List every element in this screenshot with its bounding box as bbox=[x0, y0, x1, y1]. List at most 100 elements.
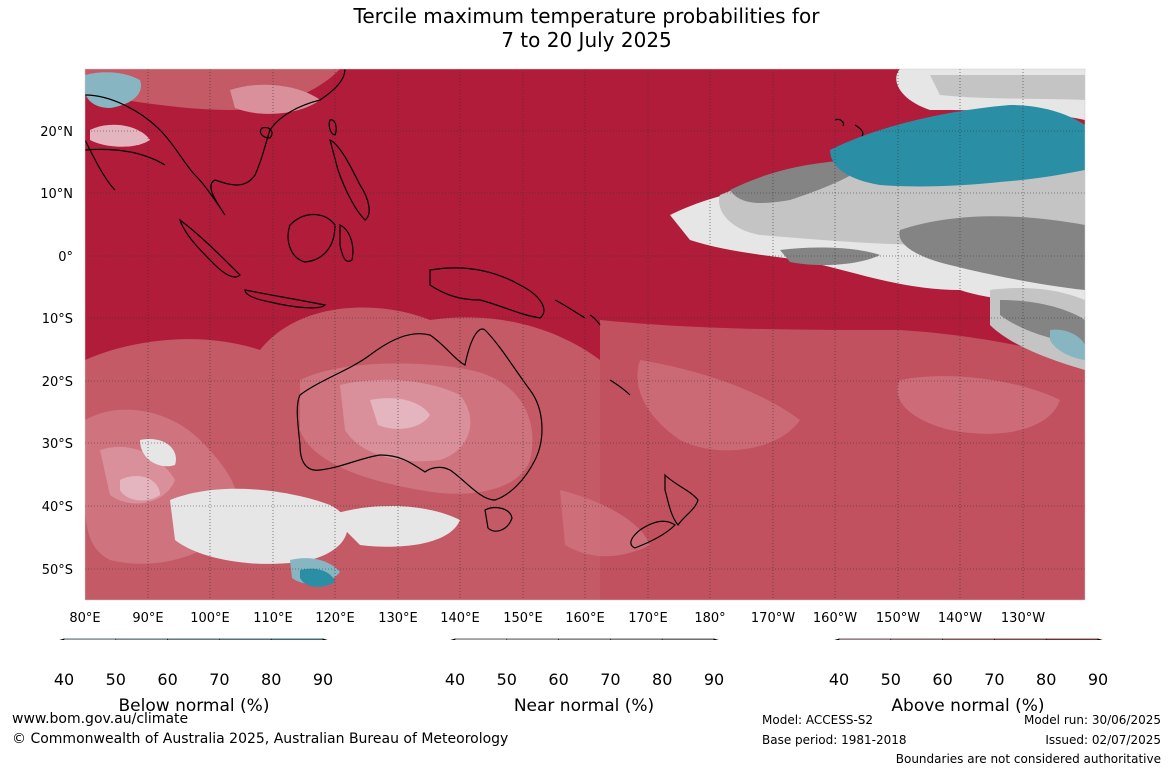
longitude-label: 140°W bbox=[938, 611, 982, 626]
colorbar-tick-label: 40 bbox=[444, 670, 466, 689]
copyright-text: © Commonwealth of Australia 2025, Austra… bbox=[12, 731, 509, 747]
colorbar-tick-label: 70 bbox=[209, 670, 230, 689]
colorbar-tick-label: 90 bbox=[1087, 670, 1109, 689]
hawaii-outline bbox=[834, 118, 864, 137]
colorbar-min-arrow bbox=[450, 638, 456, 640]
longitude-label: 160°W bbox=[813, 611, 857, 626]
latitude-label: 10°N bbox=[40, 187, 73, 202]
colorbar-segment bbox=[890, 638, 943, 640]
colorbar-near-normal bbox=[450, 638, 719, 640]
colorbar-segment bbox=[219, 638, 272, 640]
longitude-label: 180° bbox=[694, 611, 725, 626]
latitude-labels: 20°N 10°N 0° 10°S 20°S 30°S 40°S 50°S bbox=[40, 125, 73, 578]
australia-outline bbox=[296, 328, 543, 501]
new-zealand-north-outline bbox=[664, 473, 699, 527]
colorbar-min-arrow bbox=[59, 638, 65, 640]
disclaimer-text: Boundaries are not considered authoritat… bbox=[895, 752, 1161, 766]
colorbar-max-arrow bbox=[713, 638, 719, 640]
colorbar-segment bbox=[661, 638, 715, 640]
latitude-label: 0° bbox=[58, 250, 73, 265]
below-normal-80-90-regions bbox=[300, 105, 1085, 587]
longitude-label: 110°E bbox=[253, 611, 293, 626]
longitude-label: 160°E bbox=[565, 611, 605, 626]
longitude-label: 170°W bbox=[751, 611, 795, 626]
colorbar-segment bbox=[1045, 638, 1099, 640]
colorbar-segment bbox=[558, 638, 611, 640]
colorbar-segment bbox=[167, 638, 220, 640]
colorbar-max-arrow bbox=[1097, 638, 1103, 640]
sumatra-outline bbox=[178, 218, 241, 278]
india-outline bbox=[85, 139, 116, 191]
latitude-label: 50°S bbox=[42, 563, 73, 578]
colorbar-segment bbox=[115, 638, 168, 640]
java-outline bbox=[244, 289, 327, 309]
colorbar-tick-label: 60 bbox=[932, 670, 953, 689]
below-normal-label: Below normal (%) bbox=[118, 696, 270, 716]
map-frame bbox=[84, 68, 1086, 601]
base-period-text: Base period: 1981-2018 bbox=[762, 733, 907, 747]
colorbar-tick-label: 60 bbox=[548, 670, 569, 689]
borneo-outline bbox=[287, 213, 336, 263]
colorbar-tick-label: 60 bbox=[157, 670, 178, 689]
longitude-label: 150°W bbox=[876, 611, 920, 626]
asia-mainland-outline bbox=[85, 69, 346, 216]
colorbar-above-normal bbox=[834, 638, 1103, 640]
colorbar-max-arrow bbox=[322, 638, 328, 640]
latitude-label: 20°N bbox=[40, 125, 73, 140]
new-caledonia-outline bbox=[609, 379, 631, 396]
colorbar-tick-label: 80 bbox=[261, 670, 282, 689]
colorbar-segment bbox=[610, 638, 663, 640]
map-title: Tercile maximum temperature probabilitie… bbox=[0, 4, 1173, 52]
title-line-2: 7 to 20 July 2025 bbox=[501, 28, 672, 52]
new-zealand-south-outline bbox=[630, 520, 676, 549]
longitude-label: 120°E bbox=[315, 611, 355, 626]
colorbar-segment bbox=[942, 638, 995, 640]
longitude-label: 100°E bbox=[190, 611, 230, 626]
solomon-islands-outline bbox=[554, 299, 601, 326]
colorbar-segment bbox=[63, 638, 117, 640]
model-text: Model: ACCESS-S2 bbox=[762, 713, 874, 727]
longitude-label: 130°W bbox=[1001, 611, 1045, 626]
near-normal-80-90-regions bbox=[730, 160, 1085, 345]
colorbar-tick-label: 50 bbox=[105, 670, 126, 689]
colorbar-segment bbox=[454, 638, 508, 640]
website-link[interactable]: www.bom.gov.au/climate bbox=[12, 711, 189, 727]
longitude-label: 80°E bbox=[69, 611, 100, 626]
sulawesi-outline bbox=[339, 224, 354, 262]
near-normal-label: Near normal (%) bbox=[513, 696, 655, 716]
colorbar-tick-label: 90 bbox=[312, 670, 334, 689]
probability-map: 20°N 10°N 0° 10°S 20°S 30°S 40°S 50°S 80°E 90°E 1… bbox=[40, 68, 1103, 640]
colorbar-segment bbox=[994, 638, 1047, 640]
philippines-outline bbox=[329, 138, 370, 221]
colorbar-tick-label: 50 bbox=[880, 670, 901, 689]
title-line-1: Tercile maximum temperature probabilitie… bbox=[353, 4, 820, 28]
latitude-label: 20°S bbox=[42, 375, 73, 390]
map-plot-area bbox=[85, 69, 1085, 600]
latitude-label: 10°S bbox=[42, 312, 73, 327]
longitude-label: 150°E bbox=[503, 611, 543, 626]
latitude-label: 40°S bbox=[42, 500, 73, 515]
colorbar-tick-label: 40 bbox=[828, 670, 850, 689]
colorbar-tick-label: 50 bbox=[496, 670, 517, 689]
colorbar-tick-label: 40 bbox=[53, 670, 75, 689]
colorbar-tick-label: 90 bbox=[703, 670, 725, 689]
colorbar-segment bbox=[838, 638, 892, 640]
longitude-labels: 80°E 90°E 100°E 110°E 120°E 130°E 140°E 150°E 16… bbox=[69, 611, 1045, 626]
colorbar-below-normal bbox=[59, 638, 328, 640]
longitude-label: 130°E bbox=[378, 611, 418, 626]
longitude-label: 170°E bbox=[628, 611, 668, 626]
issued-text: Issued: 02/07/2025 bbox=[1045, 733, 1161, 747]
colorbar-tick-label: 70 bbox=[600, 670, 621, 689]
tasmania-outline bbox=[484, 507, 513, 532]
longitude-label: 140°E bbox=[440, 611, 480, 626]
above-normal-label: Above normal (%) bbox=[891, 696, 1045, 716]
model-run-text: Model run: 30/06/2025 bbox=[1023, 713, 1161, 727]
colorbar-tick-label: 70 bbox=[984, 670, 1005, 689]
colorbar-tick-label: 80 bbox=[652, 670, 673, 689]
colorbar-min-arrow bbox=[834, 638, 840, 640]
colorbar-segment bbox=[270, 638, 324, 640]
new-guinea-outline bbox=[429, 267, 545, 319]
latitude-label: 30°S bbox=[42, 437, 73, 452]
colorbar-segment bbox=[506, 638, 559, 640]
colorbar-tick-label: 80 bbox=[1036, 670, 1057, 689]
